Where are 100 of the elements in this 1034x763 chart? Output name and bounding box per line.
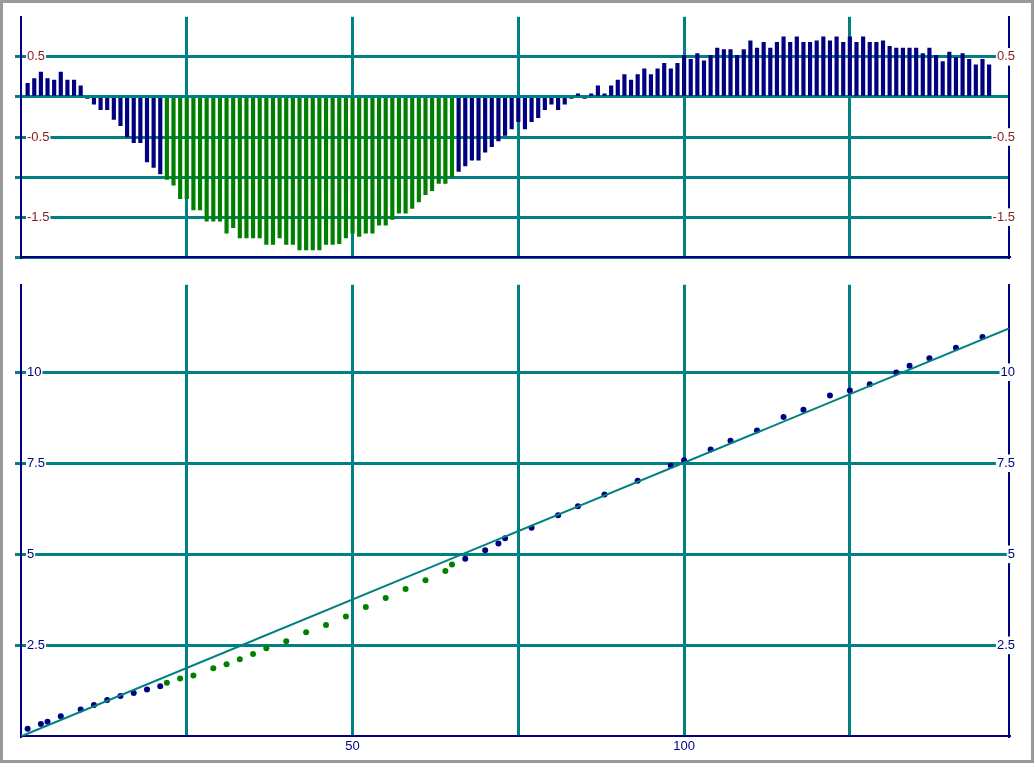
bar [178,98,183,200]
bar [191,98,196,211]
point [57,713,64,720]
bar [496,98,501,142]
bar [270,98,276,245]
bar [807,42,813,96]
point [442,568,449,575]
bar [542,98,547,111]
bar [125,98,130,138]
point [37,721,44,728]
point [382,595,389,602]
bar [940,61,945,96]
bar [184,98,189,200]
bar [52,79,57,96]
bar [32,78,37,96]
bar [290,98,295,245]
bar [277,98,282,239]
bar [390,98,395,220]
point [462,555,469,562]
point [283,638,290,645]
bar [847,36,852,96]
point [210,665,217,672]
point [303,629,310,636]
bar [65,79,70,96]
bar [416,98,421,203]
bar [58,71,63,96]
bar [144,98,150,163]
bar [443,98,448,184]
point [495,540,502,547]
bar [947,51,952,96]
bar [138,98,143,143]
bar [834,36,839,96]
bar [556,98,561,111]
bar [516,98,521,123]
bar [456,98,461,172]
bar [827,40,833,96]
bar [231,98,236,228]
bar [927,47,932,96]
bar [701,60,707,96]
bar [914,47,919,96]
bar [814,40,819,96]
bar [323,98,329,245]
y-tick-label: 10 [27,363,42,379]
bar [105,98,110,111]
bar [721,49,726,96]
bar [436,98,441,184]
bar [589,93,594,96]
bar [715,47,720,96]
bar [761,42,766,96]
bar [118,98,123,127]
bar [655,68,660,96]
bar [251,98,256,239]
bar [264,98,269,245]
bar [880,40,886,96]
bar [900,47,905,96]
bar [735,54,740,96]
bar [317,98,322,251]
bar [960,53,965,96]
bar [463,98,468,167]
bar [854,42,859,96]
point [250,651,257,658]
bar [522,98,528,130]
y2-tick-label: 7.5 [996,454,1015,470]
bar [164,98,169,180]
bar [158,98,163,175]
bar [211,98,216,222]
bar [609,85,614,96]
bar [363,98,368,234]
point [163,679,170,686]
bar [675,62,680,96]
bar [423,98,428,196]
bar [536,98,541,119]
bar [38,71,43,96]
bar [244,98,249,239]
bar [841,42,846,96]
point [157,683,164,690]
point [24,725,31,732]
bar [204,98,209,222]
bar [25,82,30,96]
bar [821,36,826,96]
bar [602,93,607,96]
bar [224,98,229,234]
point [190,672,197,679]
bar [483,98,488,153]
bar [987,64,992,96]
point [906,362,913,369]
bar [284,98,289,245]
bar [907,47,912,96]
bar [794,36,799,96]
bar [781,36,786,96]
bar [330,98,335,245]
bar [350,98,355,234]
bar [741,49,746,96]
bar [728,49,733,96]
y-tick-label: -0.5 [27,128,50,144]
y-tick-label: 5 [27,545,35,561]
bar [151,98,156,168]
bar [967,58,972,96]
y2-tick-label: -0.5 [992,128,1015,144]
bar [310,98,315,251]
